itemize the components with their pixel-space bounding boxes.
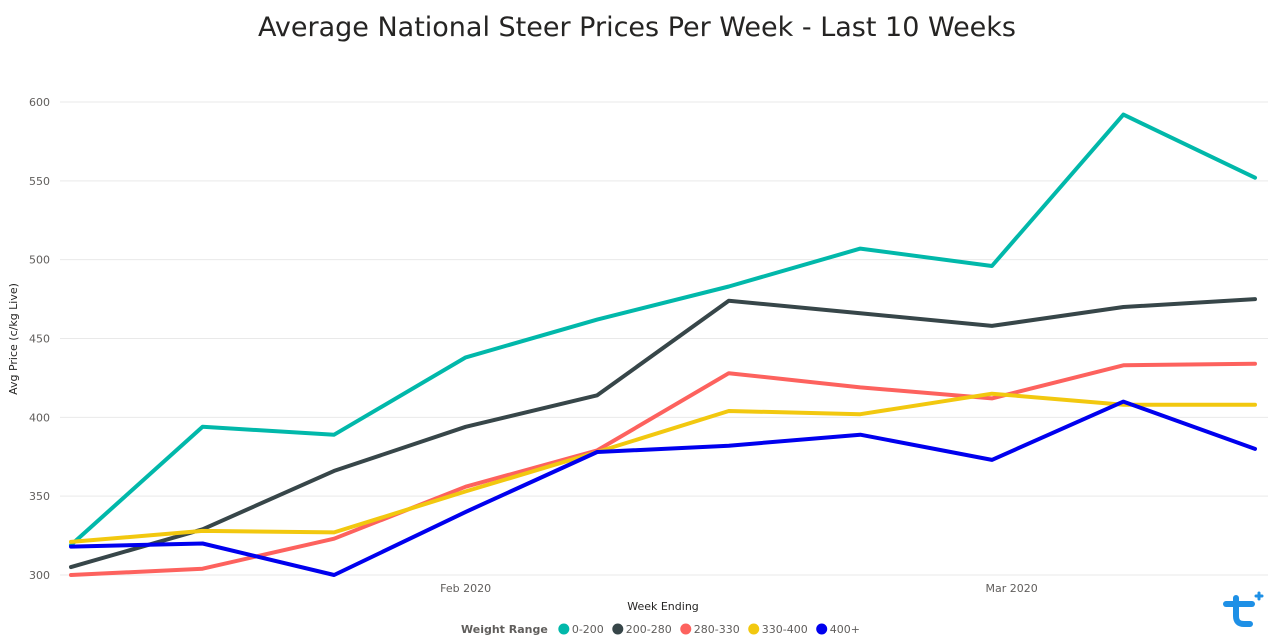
legend-marker (748, 623, 760, 635)
y-axis-title: Avg Price (c/kg Live) (7, 283, 20, 395)
y-tick-label: 550 (29, 175, 50, 188)
y-tick-label: 350 (29, 490, 50, 503)
legend-item-label[interactable]: 0-200 (572, 623, 604, 636)
series-line-0-200[interactable] (69, 112, 1257, 547)
x-axis-ticks: Feb 2020 Mar 2020 (440, 582, 1038, 595)
legend-marker (558, 623, 570, 635)
x-tick-label: Mar 2020 (985, 582, 1037, 595)
legend-marker (680, 623, 692, 635)
y-tick-label: 400 (29, 411, 50, 424)
chart-title: Average National Steer Prices Per Week -… (258, 12, 1016, 43)
legend-item-label[interactable]: 330-400 (762, 623, 808, 636)
legend-item-label[interactable]: 400+ (830, 623, 860, 636)
legend[interactable]: Weight Range 0-200 200-280 280-330 330-400 4… (461, 623, 860, 636)
legend-item-label[interactable]: 200-280 (626, 623, 672, 636)
gridlines (60, 101, 1268, 576)
series-line-400+[interactable] (69, 399, 1257, 577)
y-tick-label: 450 (29, 333, 50, 346)
x-tick-label: Feb 2020 (440, 582, 491, 595)
y-tick-label: 300 (29, 569, 50, 582)
legend-title: Weight Range (461, 623, 548, 636)
y-axis-ticks: 300 350 400 450 500 550 600 (29, 96, 50, 582)
series-line-200-280[interactable] (69, 297, 1257, 570)
y-tick-label: 500 (29, 254, 50, 267)
legend-item-label[interactable]: 280-330 (694, 623, 740, 636)
series-lines (69, 112, 1257, 577)
brand-logo-icon (1223, 591, 1264, 627)
x-axis-title: Week Ending (627, 600, 699, 613)
legend-marker (612, 623, 624, 635)
series-line-280-330[interactable] (69, 361, 1257, 577)
y-tick-label: 600 (29, 96, 50, 109)
series-line-330-400[interactable] (69, 391, 1257, 544)
legend-marker (816, 623, 828, 635)
